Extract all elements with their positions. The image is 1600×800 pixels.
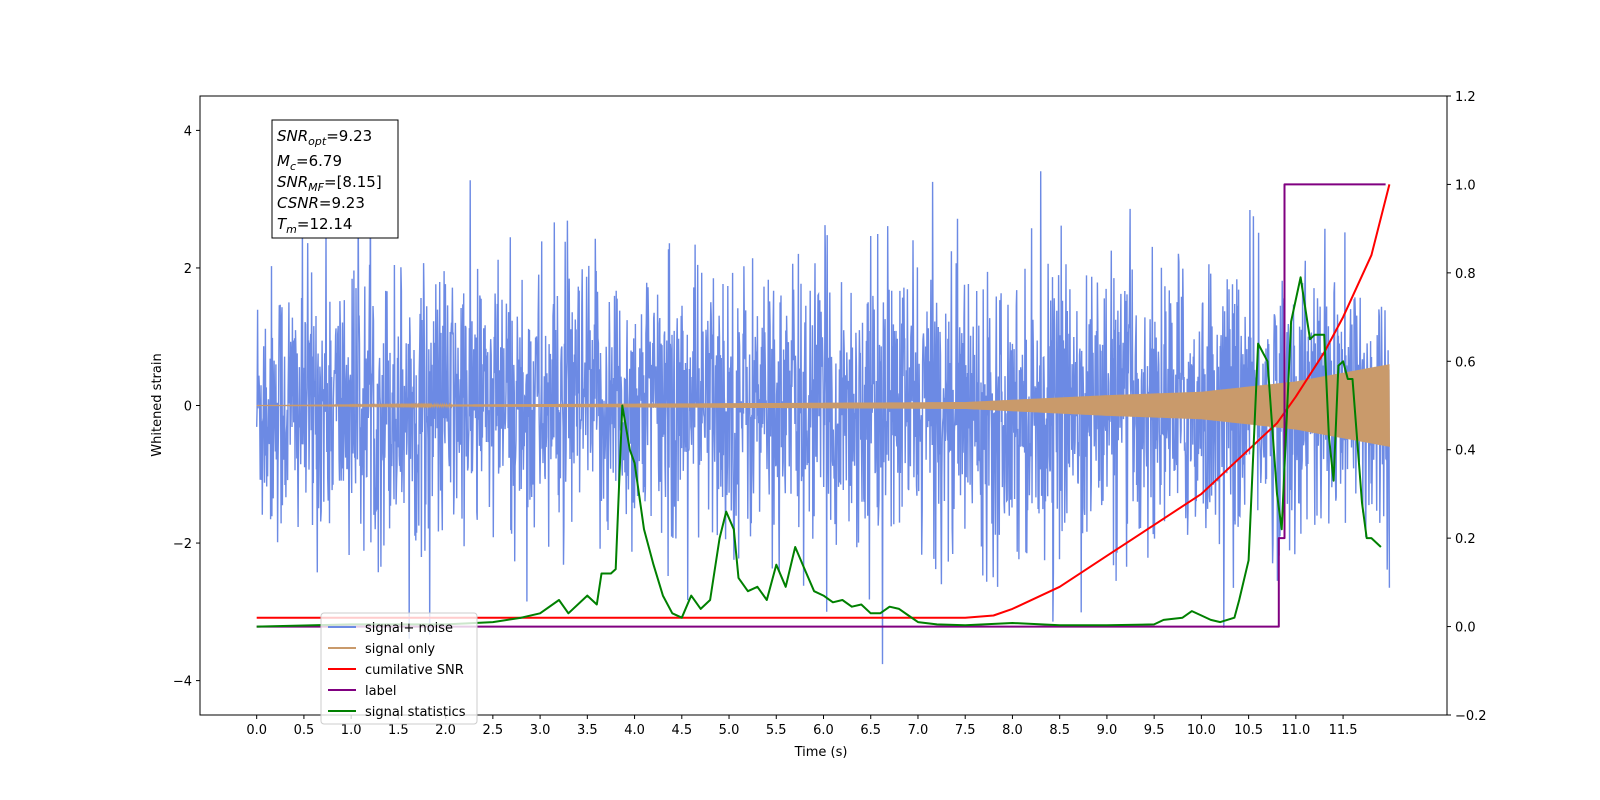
x-tick-label: 8.5 [1049, 723, 1070, 738]
y2-tick-label: 1.2 [1455, 90, 1476, 105]
annotation-mc: Mc=6.79 [277, 152, 342, 173]
series-layer [256, 143, 1391, 665]
x-tick-label: 6.0 [813, 723, 834, 738]
y-axis-label: Whitened strain [150, 353, 165, 456]
y-tick-label: 0 [184, 400, 192, 415]
stats-annotation: SNRopt=9.23 Mc=6.79 SNRMF=[8.15] CSNR=9.… [271, 119, 399, 239]
x-tick-label: 3.0 [530, 723, 551, 738]
x-tick-label: 5.5 [766, 723, 787, 738]
x-tick-label: 11.5 [1329, 723, 1358, 738]
x-tick-label: 10.0 [1187, 723, 1216, 738]
annotation-box [271, 119, 399, 239]
y-tick-label: −2 [173, 537, 192, 552]
x-tick-label: 3.5 [577, 723, 598, 738]
x-tick-label: 6.5 [860, 723, 881, 738]
legend-label: signal only [365, 642, 435, 657]
annotation-csnr: CSNR=9.23 [277, 194, 365, 212]
y-axis-right: 1.2 1.0 0.8 0.6 0.4 0.2 0.0 −0.2 [1447, 90, 1487, 724]
x-tick-label: 1.0 [341, 723, 362, 738]
y2-tick-label: 0.0 [1455, 621, 1476, 636]
series-line-signal-only [256, 364, 1390, 447]
x-tick-label: 11.0 [1281, 723, 1310, 738]
x-axis: 0.0 0.5 1.0 1.5 2.0 2.5 3.0 3.5 4.0 4.5 5.0 5.5 6.0 6… [246, 715, 1358, 738]
annotation-snr-mf: SNRMF=[8.15] [277, 173, 382, 194]
x-tick-label: 2.5 [483, 723, 504, 738]
x-tick-label: 1.5 [388, 723, 409, 738]
x-tick-label: 10.5 [1234, 723, 1263, 738]
x-tick-label: 9.0 [1097, 723, 1118, 738]
x-tick-label: 0.0 [246, 723, 267, 738]
x-axis-label: Time (s) [794, 745, 848, 760]
y-tick-label: 4 [184, 124, 192, 139]
y2-tick-label: 0.8 [1455, 267, 1476, 282]
legend-label: signal+ noise [365, 621, 453, 636]
legend-box [320, 612, 478, 725]
x-tick-label: 9.5 [1144, 723, 1165, 738]
legend-label: label [365, 684, 396, 699]
y2-tick-label: 1.0 [1455, 178, 1476, 193]
y-tick-label: −4 [173, 675, 192, 690]
annotation-snr-opt: SNRopt=9.23 [277, 127, 372, 148]
x-tick-label: 5.0 [719, 723, 740, 738]
y-tick-label: 2 [184, 262, 192, 277]
x-tick-label: 4.5 [671, 723, 692, 738]
legend-label: cumilative SNR [365, 663, 464, 678]
legend-label: signal statistics [365, 705, 466, 720]
x-tick-label: 2.0 [435, 723, 456, 738]
y2-tick-label: 0.6 [1455, 355, 1476, 370]
y-axis-left: 4 2 0 −2 −4 [173, 124, 200, 690]
y2-tick-label: −0.2 [1455, 709, 1487, 724]
series-line-3 [256, 183, 1386, 628]
x-tick-label: 7.0 [908, 723, 929, 738]
x-tick-label: 7.5 [955, 723, 976, 738]
legend: signal+ noise signal only cumilative SNR la… [320, 612, 478, 725]
series-line-4 [256, 276, 1382, 628]
annotation-tm: Tm=12.14 [277, 215, 352, 236]
y2-tick-label: 0.2 [1455, 532, 1476, 547]
x-tick-label: 4.0 [624, 723, 645, 738]
x-tick-label: 0.5 [294, 723, 315, 738]
y2-tick-label: 0.4 [1455, 444, 1476, 459]
series-line-2 [256, 184, 1391, 619]
x-tick-label: 8.0 [1002, 723, 1023, 738]
